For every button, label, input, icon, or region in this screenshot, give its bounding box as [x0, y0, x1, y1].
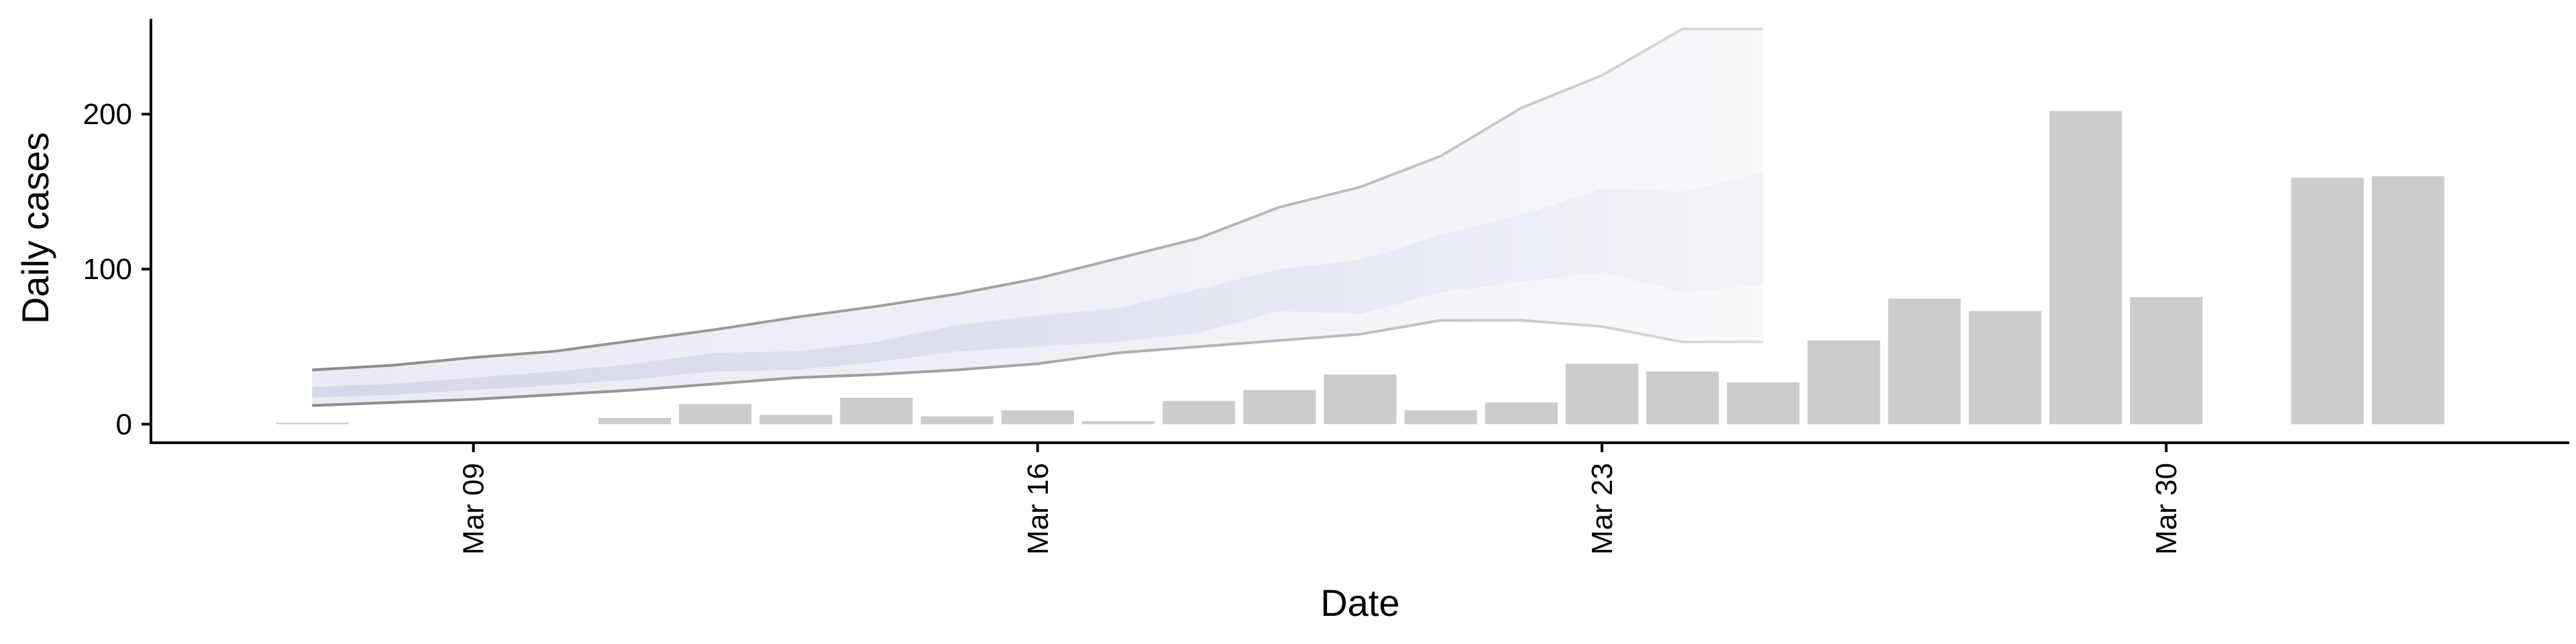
bar-2020-03-23 — [1565, 364, 1639, 425]
upper-bound-line — [312, 28, 1764, 372]
bar-2020-03-28 — [1968, 311, 2041, 425]
x-axis-title: Date — [1320, 582, 1399, 624]
bar-layer — [276, 111, 2445, 425]
bar-2020-03-21 — [1404, 410, 1477, 425]
bar-2020-03-26 — [1807, 340, 1880, 425]
ribbon-layer — [312, 28, 1764, 407]
y-axis-title: Daily cases — [14, 132, 56, 324]
lower-bound-line — [312, 319, 1764, 407]
bar-2020-03-07 — [276, 423, 349, 425]
inner-interval-band — [312, 171, 1764, 398]
bar-2020-03-12 — [679, 404, 752, 425]
bar-2020-03-11 — [598, 418, 672, 425]
bar-2020-03-14 — [840, 398, 913, 425]
bar-2020-03-29 — [2049, 111, 2123, 425]
bar-2020-03-24 — [1646, 371, 1719, 425]
bar-2020-03-13 — [759, 415, 833, 425]
bar-2020-03-19 — [1243, 390, 1316, 425]
bar-2020-03-27 — [1888, 299, 1961, 425]
bar-2020-04-01 — [2291, 177, 2364, 425]
y-tick-label: 0 — [116, 408, 132, 441]
bar-2020-03-25 — [1727, 382, 1800, 425]
y-tick-label: 100 — [83, 253, 132, 286]
bar-2020-03-17 — [1081, 421, 1155, 425]
x-tick-label: Mar 30 — [2150, 463, 2183, 555]
bar-2020-03-15 — [920, 416, 994, 425]
forecast-ribbon — [312, 28, 1764, 407]
outer-interval-band — [312, 29, 1764, 406]
tick-layer: 0 100 200 Mar 09 Mar 16 Mar 23 Mar 30 — [83, 98, 2184, 555]
bar-2020-03-20 — [1324, 374, 1397, 425]
x-tick-label: Mar 16 — [1022, 463, 1055, 555]
bar-2020-03-22 — [1485, 402, 1558, 425]
x-tick-label: Mar 23 — [1586, 463, 1619, 555]
bar-2020-04-02 — [2371, 176, 2445, 425]
x-tick-label: Mar 09 — [458, 463, 490, 555]
bar-2020-03-30 — [2130, 297, 2203, 425]
y-tick-label: 200 — [83, 98, 132, 131]
bar-2020-03-16 — [1001, 410, 1074, 425]
bar-2020-03-18 — [1163, 400, 1236, 425]
